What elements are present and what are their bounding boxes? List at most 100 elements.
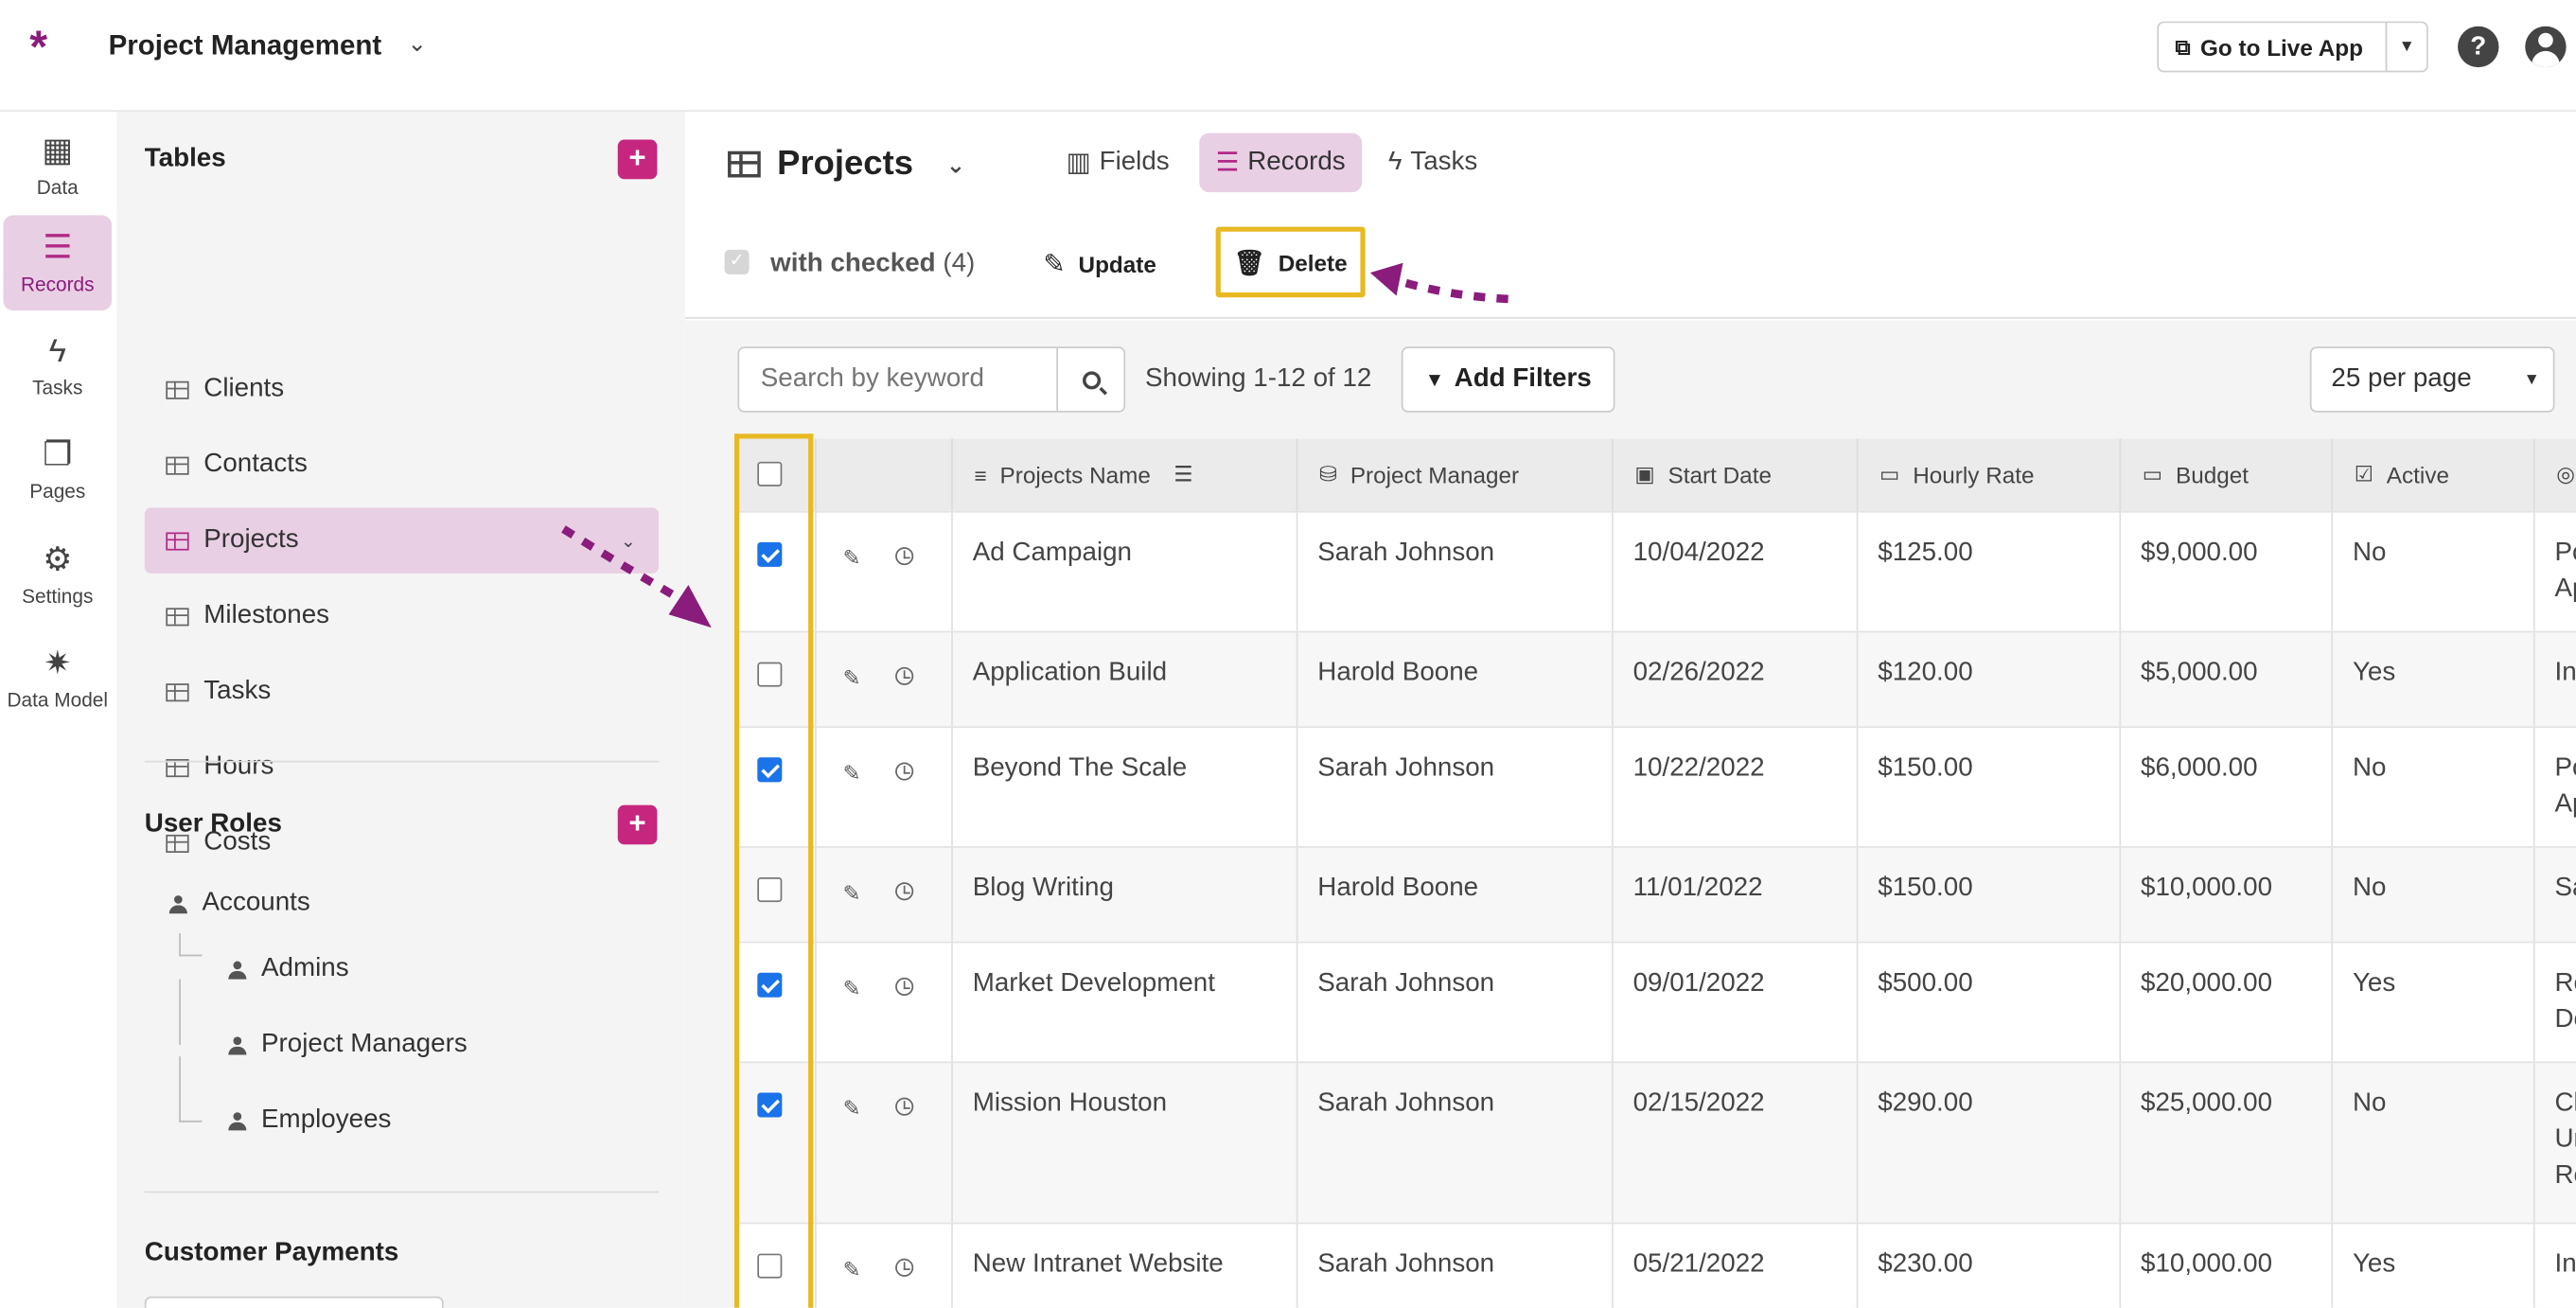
sidebar-item-clients[interactable]: Clients bbox=[145, 357, 659, 422]
app-logo-icon[interactable]: * bbox=[29, 21, 48, 73]
row-checkbox[interactable] bbox=[757, 541, 783, 567]
tree-connector bbox=[179, 1056, 203, 1122]
cell-active: Yes bbox=[2333, 632, 2535, 727]
cell-rate: $230.00 bbox=[1858, 1224, 2122, 1308]
add-table-button[interactable]: + bbox=[617, 139, 658, 180]
table-row[interactable]: ✎ Blog Writing Harold Boone 11/01/2022 $150.… bbox=[737, 846, 2576, 942]
update-button[interactable]: ✎ Update bbox=[1030, 239, 1169, 292]
nav-item-tasks[interactable]: ϟ Tasks bbox=[3, 319, 112, 415]
cell-budget: $6,000.00 bbox=[2121, 728, 2334, 847]
delete-button[interactable]: 🗑 Delete bbox=[1215, 226, 1366, 298]
select-all-checkbox[interactable] bbox=[757, 461, 783, 486]
sidebar-item-milestones[interactable]: Milestones bbox=[145, 583, 659, 648]
payments-item[interactable] bbox=[144, 1296, 444, 1308]
go-to-live-app-button[interactable]: ⧉ Go to Live App bbox=[2157, 21, 2388, 73]
edit-pencil-icon[interactable]: ✎ bbox=[842, 545, 861, 571]
nav-item-pages[interactable]: ❐ Pages bbox=[3, 422, 112, 518]
role-label: Accounts bbox=[202, 889, 310, 917]
role-item-admins[interactable]: Admins bbox=[228, 955, 349, 984]
row-checkbox[interactable] bbox=[757, 1092, 783, 1118]
history-icon[interactable] bbox=[895, 547, 914, 566]
col-project-manager[interactable]: ⛁ Project Manager bbox=[1297, 438, 1614, 511]
table-row[interactable]: ✎ Application Build Harold Boone 02/26/2022… bbox=[737, 630, 2576, 727]
nav-item-settings[interactable]: ⚙ Settings bbox=[3, 527, 112, 623]
edit-pencil-icon[interactable]: ✎ bbox=[842, 665, 861, 691]
per-page-select[interactable]: 25 per page ▼ bbox=[2309, 346, 2555, 413]
search-input[interactable] bbox=[739, 348, 1057, 411]
cell-start: 02/26/2022 bbox=[1614, 632, 1859, 727]
live-app-dropdown-button[interactable]: ▼ bbox=[2385, 21, 2428, 73]
history-icon[interactable] bbox=[895, 882, 914, 901]
history-icon[interactable] bbox=[895, 666, 914, 685]
chevron-down-icon[interactable]: ⌄ bbox=[407, 29, 427, 57]
app-title[interactable]: Project Management bbox=[108, 29, 382, 62]
help-icon[interactable]: ? bbox=[2458, 26, 2499, 68]
left-nav: ▦ Data ☰ Records ϟ Tasks ❐ Pages ⚙ Settings ✷ Data … bbox=[0, 112, 115, 1308]
chevron-down-icon[interactable]: ⌄ bbox=[620, 531, 636, 552]
sidebar-item-projects[interactable]: Projects ⌄ bbox=[144, 507, 660, 574]
tab-records[interactable]: ☰ Records bbox=[1199, 133, 1363, 193]
add-filters-button[interactable]: ▼ Add Filters bbox=[1401, 346, 1615, 413]
actions-cell: ✎ bbox=[817, 632, 953, 727]
showing-count: Showing 1-12 of 12 bbox=[1144, 364, 1372, 393]
cell-name: Blog Writing bbox=[953, 847, 1298, 942]
history-icon[interactable] bbox=[895, 762, 914, 781]
col-more[interactable]: ◎ bbox=[2535, 439, 2576, 511]
edit-pencil-icon[interactable]: ✎ bbox=[842, 1257, 861, 1282]
sidebar-item-contacts[interactable]: Contacts bbox=[145, 433, 659, 498]
role-item-employees[interactable]: Employees bbox=[228, 1105, 391, 1135]
cell-active: Yes bbox=[2333, 943, 2535, 1062]
tab-tasks[interactable]: ϟ Tasks bbox=[1372, 133, 1494, 192]
col-budget[interactable]: ▭ Budget bbox=[2121, 438, 2334, 511]
chevron-down-icon[interactable]: ⌄ bbox=[945, 150, 966, 177]
edit-pencil-icon[interactable]: ✎ bbox=[842, 1095, 861, 1121]
col-start-date[interactable]: ▣ Start Date bbox=[1614, 438, 1859, 511]
table-row[interactable]: ✎ Ad Campaign Sarah Johnson 10/04/2022 $125.… bbox=[737, 510, 2576, 631]
person-icon bbox=[168, 894, 187, 913]
nav-item-data[interactable]: ▦ Data bbox=[3, 118, 112, 214]
cell-active: No bbox=[2333, 847, 2535, 942]
add-user-role-button[interactable]: + bbox=[617, 804, 658, 845]
table-row[interactable]: ✎ Beyond The Scale Sarah Johnson 10/22/2022… bbox=[737, 726, 2576, 847]
table-row[interactable]: ✎ Mission Houston Sarah Johnson 02/15/2022 $… bbox=[737, 1061, 2576, 1223]
sidebar-item-tasks[interactable]: Tasks bbox=[145, 659, 659, 724]
row-checkbox[interactable] bbox=[757, 757, 783, 783]
row-checkbox[interactable] bbox=[757, 1253, 783, 1279]
row-checkbox[interactable] bbox=[757, 662, 783, 687]
table-icon: ▦ bbox=[42, 133, 74, 169]
edit-pencil-icon[interactable]: ✎ bbox=[842, 880, 861, 906]
history-icon[interactable] bbox=[895, 977, 914, 997]
table-icon bbox=[166, 455, 189, 474]
col-active[interactable]: ☑ Active bbox=[2333, 438, 2535, 511]
edit-pencil-icon[interactable]: ✎ bbox=[842, 760, 861, 786]
history-icon[interactable] bbox=[895, 1097, 914, 1116]
sort-icon[interactable]: ☰ bbox=[1173, 461, 1193, 486]
cell-name: Application Build bbox=[953, 632, 1298, 727]
edit-pencil-icon[interactable]: ✎ bbox=[842, 976, 861, 1001]
page-title-area[interactable]: Projects ⌄ bbox=[728, 145, 965, 185]
select-all-header bbox=[737, 438, 817, 511]
role-item-accounts[interactable]: Accounts bbox=[168, 889, 310, 918]
search-button[interactable] bbox=[1056, 348, 1125, 411]
sidebar-item-hours[interactable]: Hours bbox=[145, 734, 659, 800]
sidebar-item-costs[interactable]: Costs bbox=[145, 810, 659, 875]
tab-label: Fields bbox=[1099, 148, 1170, 176]
row-checkbox[interactable] bbox=[757, 877, 783, 903]
nav-item-records[interactable]: ☰ Records bbox=[3, 215, 113, 311]
user-account-icon[interactable] bbox=[2525, 26, 2567, 68]
col-hourly-rate[interactable]: ▭ Hourly Rate bbox=[1858, 438, 2122, 511]
role-item-project-managers[interactable]: Project Managers bbox=[228, 1030, 468, 1059]
filter-icon: ▼ bbox=[1424, 367, 1445, 392]
cell-manager: Harold Boone bbox=[1297, 847, 1614, 942]
history-icon[interactable] bbox=[895, 1258, 914, 1277]
select-cell bbox=[737, 1224, 817, 1308]
cell-extra: Pc Ap bbox=[2535, 728, 2576, 846]
tab-fields[interactable]: ▥ Fields bbox=[1050, 133, 1186, 192]
nav-item-data-model[interactable]: ✷ Data Model bbox=[3, 631, 112, 727]
table-row[interactable]: ✎ New Intranet Website Sarah Johnson 05/21/… bbox=[737, 1222, 2576, 1308]
nav-label: Settings bbox=[22, 585, 94, 609]
table-row[interactable]: ✎ Market Development Sarah Johnson 09/01/20… bbox=[737, 941, 2576, 1062]
row-checkbox[interactable] bbox=[757, 972, 783, 998]
col-projects-name[interactable]: ≡ Projects Name ☰ bbox=[953, 438, 1298, 511]
bulk-select-checkbox[interactable]: ✓ bbox=[724, 249, 750, 274]
